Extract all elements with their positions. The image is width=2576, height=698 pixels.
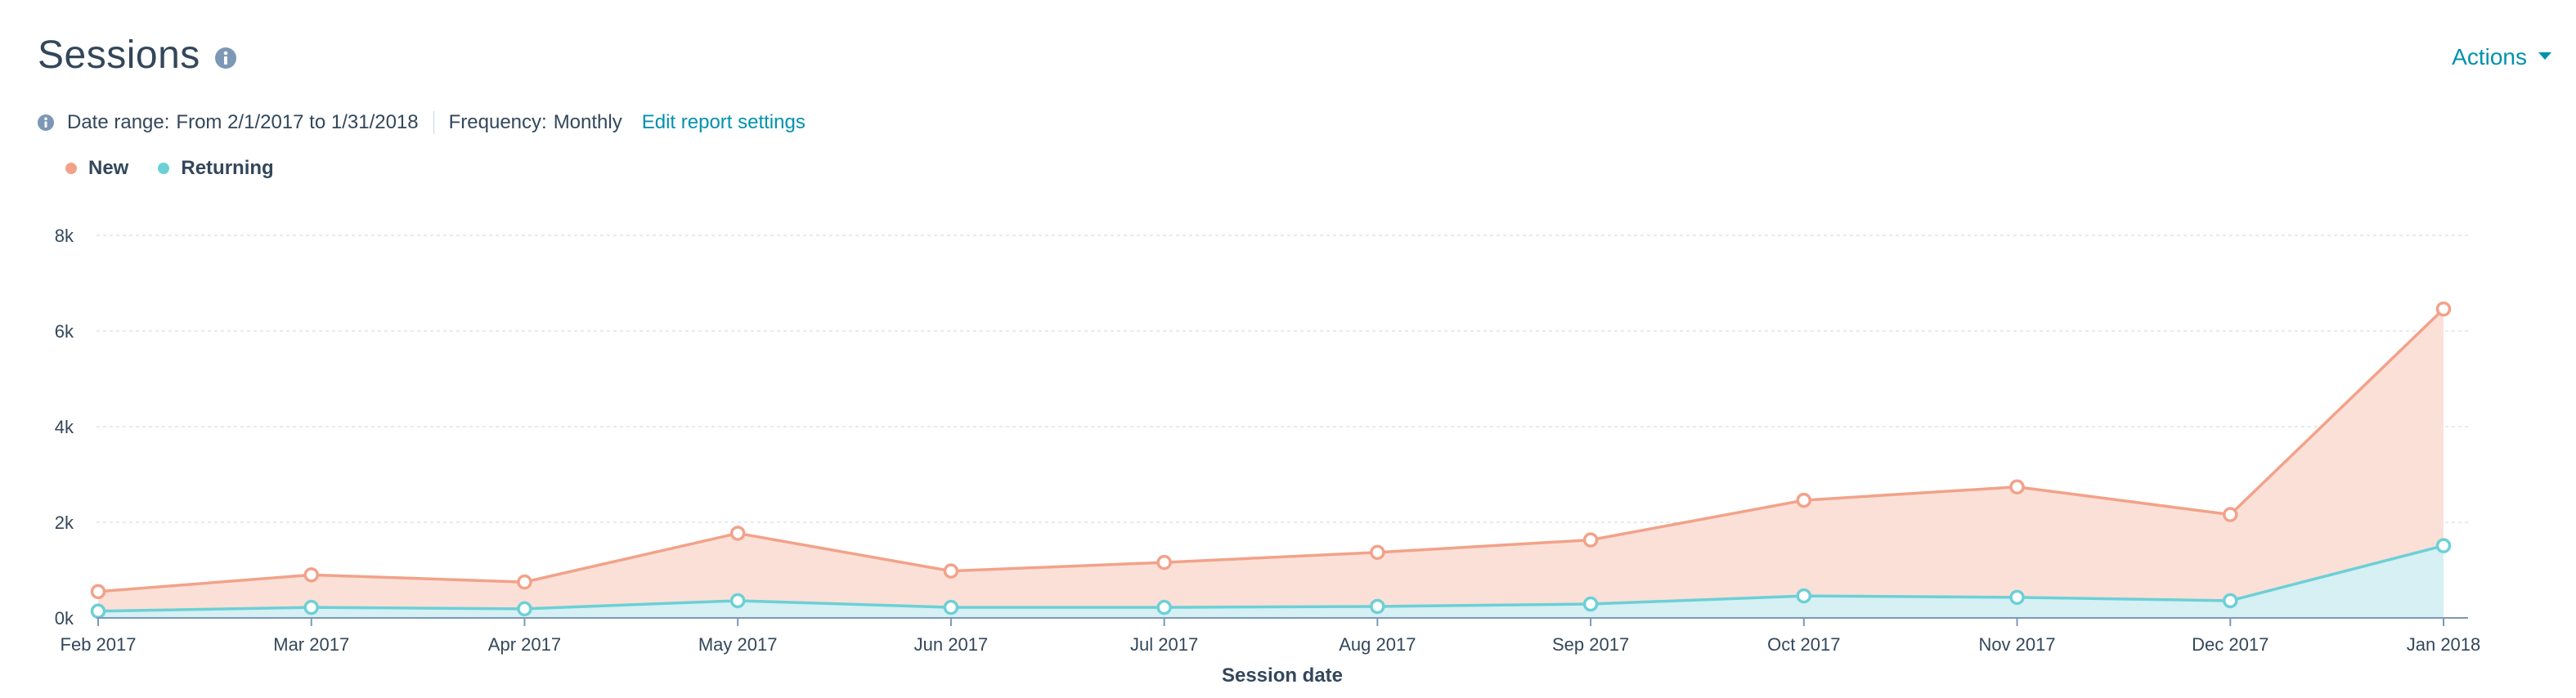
- y-tick-label: 4k: [55, 417, 74, 437]
- y-tick-label: 2k: [55, 512, 74, 533]
- point-returning: [2009, 589, 2025, 606]
- meta-divider: [433, 111, 434, 134]
- legend-item-new[interactable]: New: [65, 157, 128, 180]
- y-tick-label: 6k: [55, 321, 74, 342]
- chart-legend: New Returning: [65, 157, 303, 180]
- point-new: [90, 584, 106, 600]
- point-returning: [2223, 593, 2238, 609]
- page-title: Sessions: [38, 34, 200, 77]
- y-tick-label: 0k: [55, 608, 74, 629]
- caret-down-icon: [2538, 50, 2551, 65]
- legend-swatch-returning: [158, 163, 170, 174]
- x-tick-label: Apr 2017: [488, 634, 561, 655]
- x-tick-label: May 2017: [698, 634, 778, 655]
- x-tick-label: Jul 2017: [1130, 634, 1198, 655]
- point-new: [2009, 479, 2025, 494]
- x-tick-label: Jan 2018: [2407, 634, 2481, 655]
- frequency-label: Frequency:: [448, 111, 547, 133]
- point-new: [303, 567, 319, 583]
- point-new: [2435, 301, 2452, 317]
- point-returning: [1582, 596, 1599, 612]
- info-icon: [38, 114, 54, 131]
- title-row: Sessions: [38, 33, 236, 78]
- point-new: [517, 574, 532, 590]
- date-range-label: Date range:: [67, 111, 170, 133]
- legend-swatch-new: [65, 163, 77, 174]
- x-tick-label: Aug 2017: [1339, 634, 1416, 655]
- x-tick-label: Mar 2017: [273, 634, 349, 655]
- x-tick-label: Jun 2017: [914, 634, 989, 655]
- line-new: [97, 307, 2445, 593]
- area-returning: [98, 545, 2444, 618]
- point-returning: [517, 601, 532, 617]
- point-new: [943, 563, 959, 579]
- x-tick-label: Dec 2017: [2192, 634, 2269, 655]
- area-new: [98, 309, 2444, 618]
- point-new: [1582, 532, 1599, 548]
- point-new: [1370, 544, 1385, 561]
- legend-item-returning[interactable]: Returning: [158, 157, 274, 180]
- info-icon[interactable]: [214, 47, 236, 73]
- x-tick-label: Nov 2017: [1978, 634, 2055, 655]
- line-returning: [97, 544, 2444, 613]
- point-returning: [943, 599, 959, 615]
- point-returning: [1796, 588, 1812, 604]
- actions-dropdown[interactable]: Actions: [2452, 44, 2551, 70]
- edit-report-settings-link[interactable]: Edit report settings: [641, 111, 806, 133]
- x-axis-title: Session date: [1222, 664, 1343, 687]
- report-meta: Date range: From 2/1/2017 to 1/31/2018 F…: [38, 111, 806, 134]
- point-returning: [2435, 538, 2452, 553]
- actions-label: Actions: [2452, 44, 2527, 69]
- point-new: [1796, 492, 1812, 508]
- point-new: [729, 526, 746, 541]
- x-tick-label: Oct 2017: [1767, 634, 1840, 655]
- x-tick-label: Feb 2017: [61, 634, 137, 655]
- point-returning: [90, 603, 106, 620]
- point-returning: [1370, 598, 1385, 615]
- legend-label-returning: Returning: [181, 157, 274, 179]
- frequency-value: Monthly: [553, 111, 622, 133]
- date-range-value: From 2/1/2017 to 1/31/2018: [176, 111, 419, 133]
- y-tick-label: 8k: [55, 226, 74, 246]
- point-new: [1156, 554, 1172, 570]
- point-returning: [729, 593, 746, 609]
- point-new: [2223, 507, 2238, 522]
- point-returning: [303, 599, 319, 615]
- legend-label-new: New: [88, 157, 129, 179]
- x-tick-label: Sep 2017: [1552, 634, 1629, 655]
- point-returning: [1156, 599, 1172, 615]
